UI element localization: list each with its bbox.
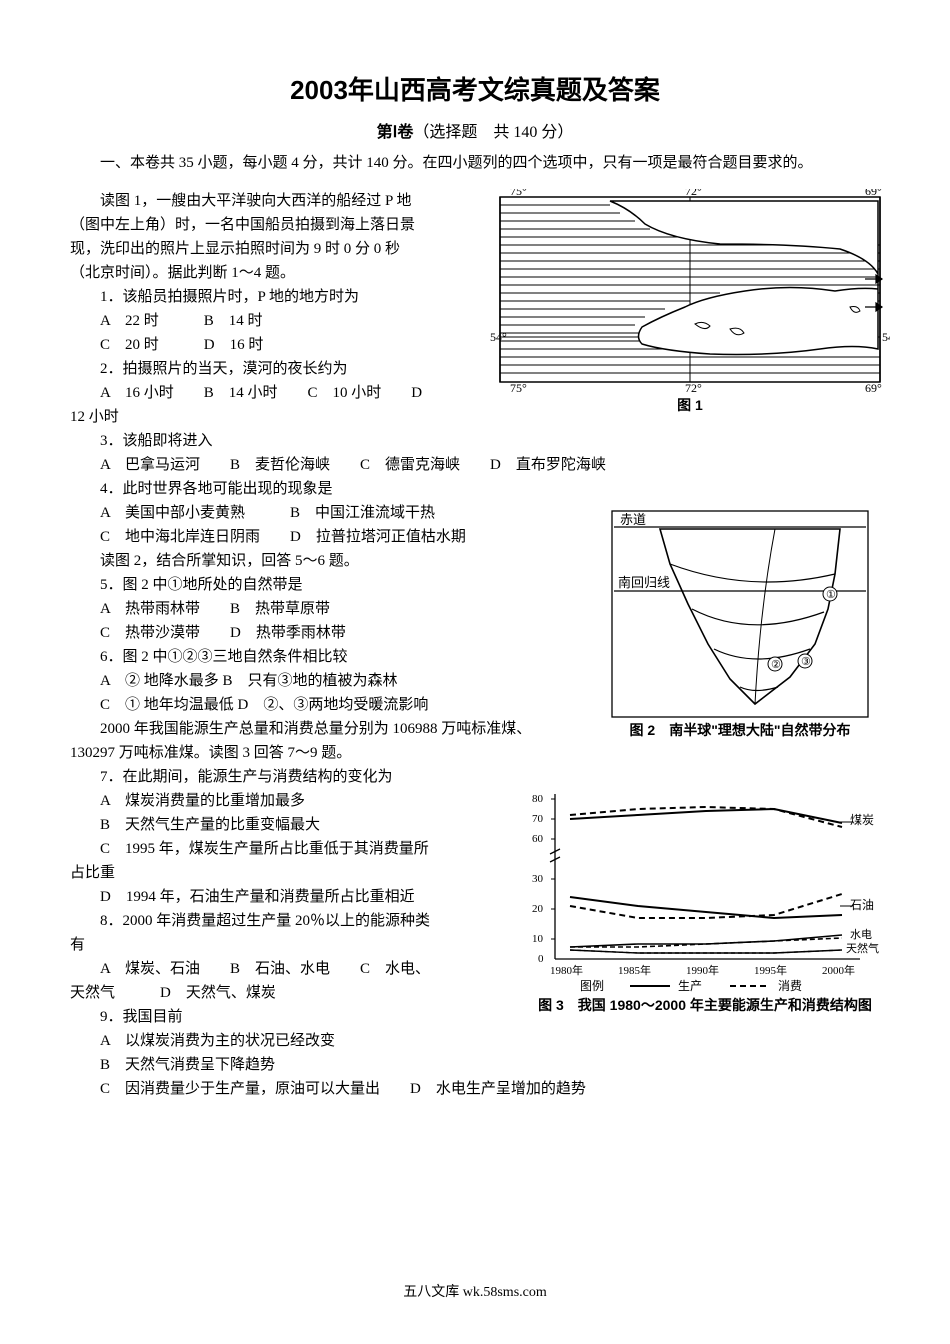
figure-3-caption: 图 3 我国 1980～2000 年主要能源生产和消费结构图: [520, 994, 890, 1016]
figure-3-image: 80 70 60 30 20 10 0 1980年 1985年 19: [520, 784, 890, 994]
svg-text:1990年: 1990年: [686, 963, 719, 977]
svg-text:69°: 69°: [865, 381, 882, 394]
subtitle-bold: 第Ⅰ卷: [377, 124, 414, 141]
question-1-opts-row2: C 20 时D 16 时: [70, 333, 460, 357]
question-6: 6．图 2 中①②③三地自然条件相比较: [70, 645, 500, 669]
intro-2: 读图 2，结合所掌知识，回答 5～6 题。: [70, 549, 500, 573]
svg-text:75°: 75°: [510, 381, 527, 394]
svg-text:图例: 图例: [580, 979, 604, 993]
intro-1b: （图中左上角）时，一名中国船员拍摄到海上落日景: [70, 213, 460, 237]
svg-text:80: 80: [532, 793, 544, 805]
question-8: 8．2000 年消费量超过生产量 20％以上的能源种类: [70, 909, 500, 933]
svg-text:2000年: 2000年: [822, 963, 855, 977]
svg-text:1995年: 1995年: [754, 963, 787, 977]
question-9-opt-b: B 天然气消费呈下降趋势: [70, 1053, 880, 1077]
section-instruction: 一、本卷共 35 小题，每小题 4 分，共计 140 分。在四小题列的四个选项中…: [70, 151, 880, 175]
question-4: 4．此时世界各地可能出现的现象是: [70, 477, 500, 501]
question-3: 3．该船即将进入: [70, 429, 880, 453]
figure-1-image: 75° 72° 69° 75° 72° 69° 54° 54°: [490, 189, 890, 394]
question-5-opts-row2: C 热带沙漠带D 热带季雨林带: [70, 621, 500, 645]
question-1: 1．该船员拍摄照片时，P 地的地方时为: [70, 285, 460, 309]
svg-text:72°: 72°: [685, 381, 702, 394]
svg-text:69°: 69°: [865, 189, 882, 198]
svg-text:南回归线: 南回归线: [618, 575, 670, 590]
svg-text:③: ③: [801, 656, 811, 668]
question-2-opts: A 16 小时B 14 小时C 10 小时D: [70, 381, 460, 405]
page-footer: 五八文库 wk.58sms.com: [0, 1282, 950, 1304]
svg-text:②: ②: [771, 659, 781, 671]
question-7-opt-c: C 1995 年，煤炭生产量所占比重低于其消费量所: [70, 837, 500, 861]
intro-3b: 130297 万吨标准煤。读图 3 回答 7～9 题。: [70, 741, 880, 765]
page-title: 2003年山西高考文综真题及答案: [70, 70, 880, 112]
question-4-opts-row1: A 美国中部小麦黄熟B 中国江淮流域干热: [70, 501, 500, 525]
svg-text:①: ①: [826, 589, 836, 601]
question-5-opts-row1: A 热带雨林带B 热带草原带: [70, 597, 500, 621]
intro-1c: 现，洗印出的照片上显示拍照时间为 9 时 0 分 0 秒: [70, 237, 460, 261]
svg-text:75°: 75°: [510, 189, 527, 198]
svg-text:72°: 72°: [685, 189, 702, 198]
subtitle-rest: （选择题 共 140 分）: [413, 124, 573, 141]
figure-1: 75° 72° 69° 75° 72° 69° 54° 54° 图 1: [490, 189, 890, 419]
question-6-opts-row1: A ② 地降水最多 B 只有③地的植被为森林: [70, 669, 500, 693]
svg-text:1980年: 1980年: [550, 963, 583, 977]
svg-text:0: 0: [538, 953, 544, 965]
svg-text:10: 10: [532, 933, 544, 945]
question-3-opts: A 巴拿马运河B 麦哲伦海峡C 德雷克海峡D 直布罗陀海峡: [70, 453, 880, 477]
subtitle: 第Ⅰ卷（选择题 共 140 分）: [70, 120, 880, 146]
svg-text:天然气: 天然气: [846, 941, 879, 955]
svg-text:54°: 54°: [490, 330, 507, 344]
svg-text:赤道: 赤道: [620, 512, 646, 527]
question-7: 7．在此期间，能源生产与消费结构的变化为: [70, 765, 500, 789]
figure-2-caption: 图 2 南半球"理想大陆"自然带分布: [610, 719, 870, 741]
figure-2-image: 赤道 南回归线 ① ② ③: [610, 509, 870, 719]
question-4-opts-row2: C 地中海北岸连日阴雨D 拉普拉塔河正值枯水期: [70, 525, 500, 549]
svg-text:60: 60: [532, 833, 544, 845]
intro-1a: 读图 1，一艘由大平洋驶向大西洋的船经过 P 地: [70, 189, 460, 213]
question-6-opts-row2: C ① 地年均温最低 D ②、③两地均受暖流影响: [70, 693, 500, 717]
svg-text:石油: 石油: [850, 898, 874, 912]
svg-text:煤炭: 煤炭: [850, 813, 874, 827]
question-5: 5．图 2 中①地所处的自然带是: [70, 573, 500, 597]
svg-text:水电: 水电: [850, 928, 872, 941]
figure-2: 赤道 南回归线 ① ② ③ 图 2 南半球"理想大陆"自然带分布: [610, 509, 870, 744]
content-area: 75° 72° 69° 75° 72° 69° 54° 54° 图 1 赤道 南…: [70, 189, 880, 1101]
question-9-opts-cd: C 因消费量少于生产量，原油可以大量出D 水电生产呈增加的趋势: [70, 1077, 880, 1101]
question-7-opt-d: D 1994 年，石油生产量和消费量所占比重相近: [70, 885, 500, 909]
svg-text:20: 20: [532, 903, 544, 915]
question-7-opt-a: A 煤炭消费量的比重增加最多: [70, 789, 500, 813]
svg-text:生产: 生产: [678, 979, 702, 993]
question-2: 2．拍摄照片的当天，漠河的夜长约为: [70, 357, 460, 381]
question-1-opts-row1: A 22 时B 14 时: [70, 309, 460, 333]
svg-text:消费: 消费: [778, 979, 802, 993]
figure-1-caption: 图 1: [490, 394, 890, 416]
svg-text:1985年: 1985年: [618, 963, 651, 977]
figure-3: 80 70 60 30 20 10 0 1980年 1985年 19: [520, 784, 890, 1044]
intro-1d: （北京时间）。据此判断 1～4 题。: [70, 261, 460, 285]
question-7-opt-b: B 天然气生产量的比重变幅最大: [70, 813, 500, 837]
svg-text:70: 70: [532, 813, 544, 825]
svg-text:54°: 54°: [882, 330, 890, 344]
svg-text:30: 30: [532, 873, 544, 885]
